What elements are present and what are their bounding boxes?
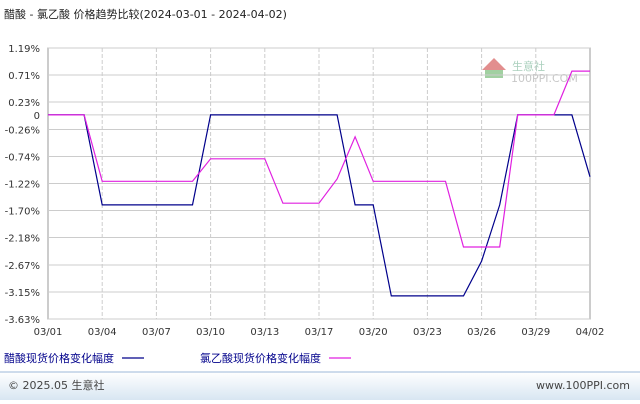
chart-title: 醋酸 - 氯乙酸 价格趋势比较(2024-03-01 - 2024-04-02) <box>4 7 287 21</box>
y-tick-label: -3.15% <box>5 288 40 299</box>
footer-left: © 2025.05 生意社 <box>8 378 104 392</box>
y-tick-label: 1.19% <box>8 44 40 55</box>
y-tick-label: 0 <box>34 111 40 122</box>
x-tick-label: 03/13 <box>250 327 279 338</box>
x-tick-label: 03/07 <box>142 327 171 338</box>
x-tick-label: 03/29 <box>521 327 550 338</box>
x-tick-label: 03/01 <box>34 327 63 338</box>
y-tick-label: -1.70% <box>5 206 40 217</box>
y-tick-label: -2.67% <box>5 261 40 272</box>
legend-label: 氯乙酸现货价格变化幅度 <box>200 351 321 365</box>
y-tick-label: 0.71% <box>8 71 40 82</box>
x-tick-label: 03/10 <box>196 327 225 338</box>
watermark-url: 100PPI.COM <box>511 72 578 85</box>
x-tick-label: 03/17 <box>305 327 334 338</box>
footer-bar <box>0 372 640 400</box>
y-tick-label: 0.23% <box>8 98 40 109</box>
watermark-logo <box>485 70 503 78</box>
x-tick-label: 03/23 <box>413 327 442 338</box>
x-tick-label: 03/26 <box>467 327 496 338</box>
y-tick-label: -2.18% <box>5 233 40 244</box>
watermark-logo <box>482 58 506 70</box>
y-tick-label: -0.74% <box>5 153 40 164</box>
legend-label: 醋酸现货价格变化幅度 <box>4 351 114 365</box>
y-tick-label: -1.22% <box>5 180 40 191</box>
y-tick-label: -3.63% <box>5 315 40 326</box>
watermark-text: 生意社 <box>512 59 545 73</box>
y-tick-label: -0.26% <box>5 126 40 137</box>
footer-right: www.100PPI.com <box>536 379 630 392</box>
series-line <box>48 70 590 248</box>
x-tick-label: 03/04 <box>88 327 117 338</box>
x-tick-label: 03/20 <box>359 327 388 338</box>
series-line <box>48 114 591 297</box>
x-tick-label: 04/02 <box>576 327 605 338</box>
